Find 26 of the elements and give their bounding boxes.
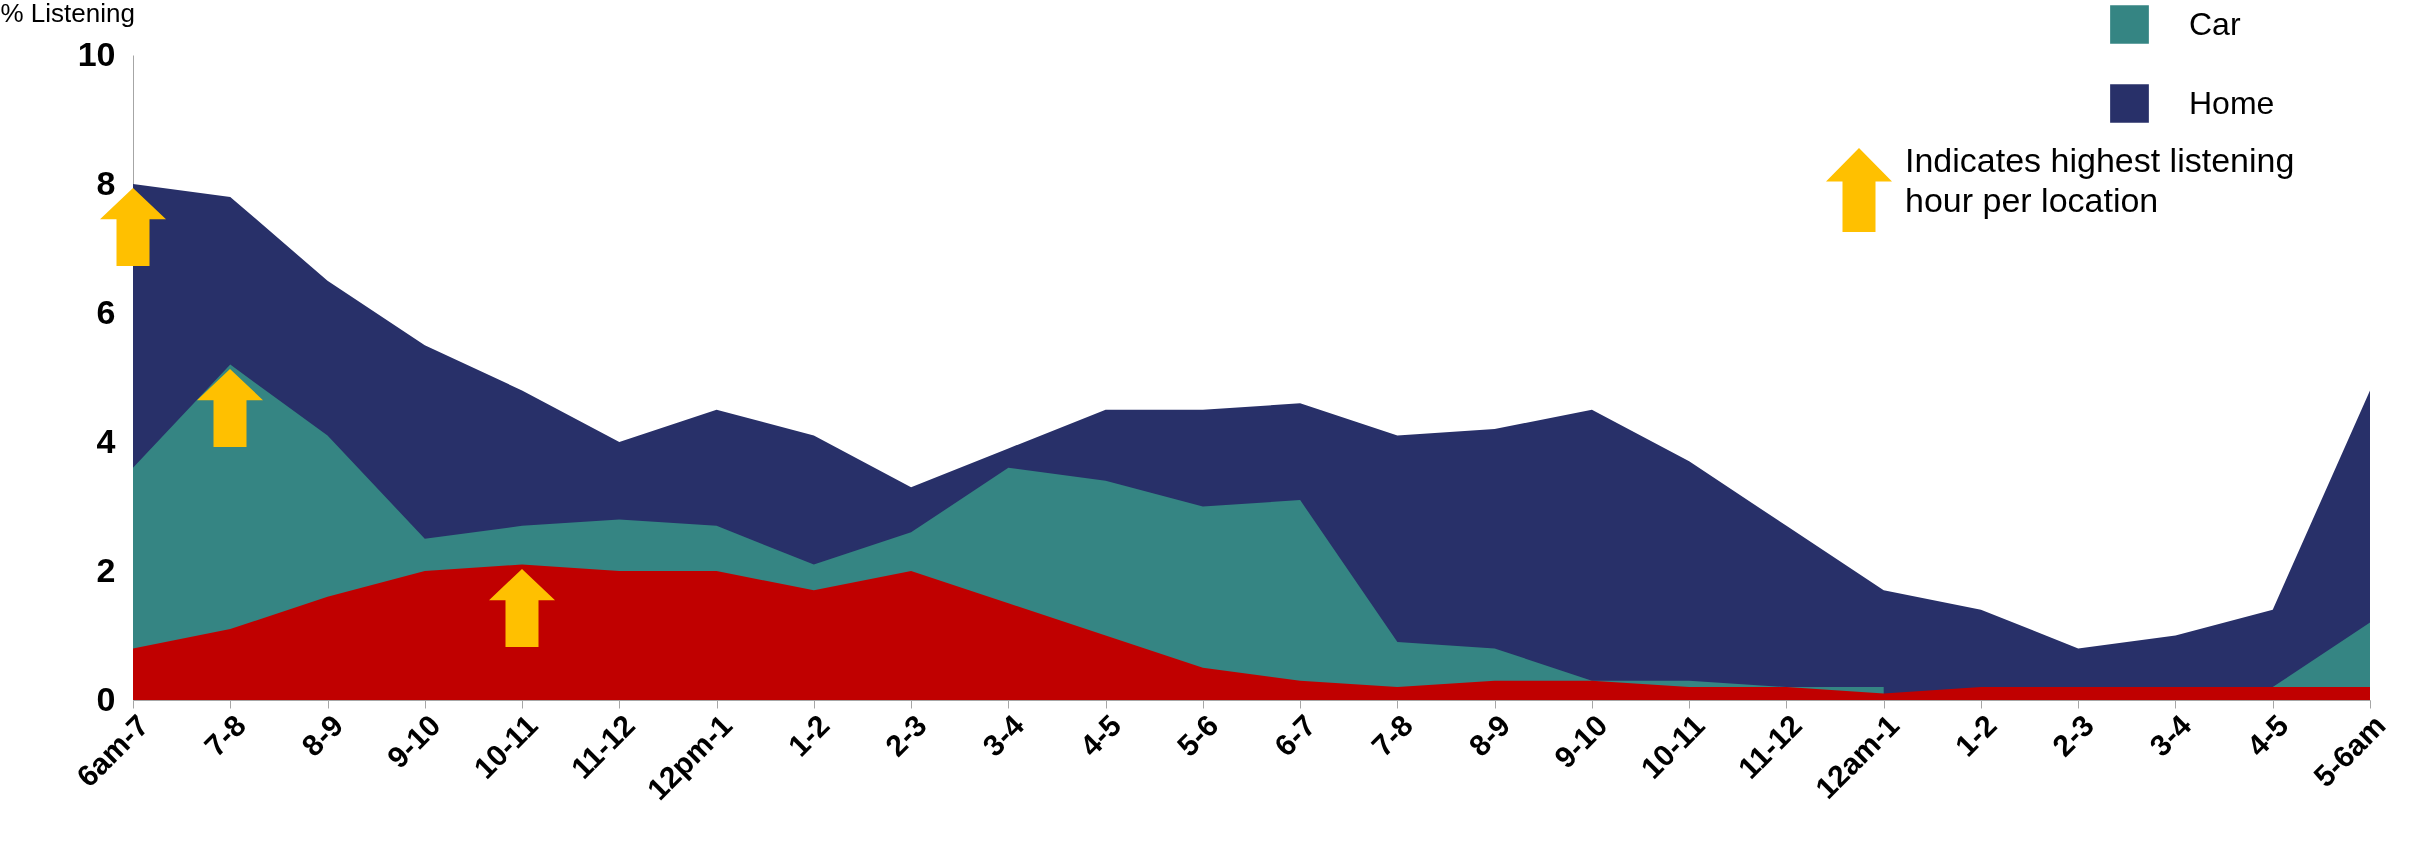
- x-tick-label: 6-7: [1267, 708, 1322, 763]
- x-tick-label: 8-9: [295, 708, 350, 763]
- x-tick-label: 2-3: [2045, 708, 2100, 763]
- x-tick-label: 3-4: [976, 708, 1031, 763]
- x-tick-label: 9-10: [1547, 708, 1614, 775]
- y-tick-label: 2: [96, 550, 116, 589]
- x-tick-label: 5-6: [1170, 708, 1225, 763]
- x-tick-label: 7-8: [197, 708, 252, 763]
- x-tick-label: 1-2: [1948, 708, 2003, 763]
- x-tick-label: 8-9: [1462, 708, 1517, 763]
- x-tick-label: 7-8: [1365, 708, 1420, 763]
- y-tick-label: 8: [96, 163, 116, 202]
- y-tick-label: 10: [77, 34, 116, 73]
- x-tick-label: 4-5: [1073, 708, 1128, 763]
- x-tick-label: 1-2: [781, 708, 836, 763]
- x-tick-label: 2-3: [878, 708, 933, 763]
- y-tick-label: 0: [96, 679, 116, 718]
- legend-label: Home: [2189, 84, 2275, 121]
- x-tick-label: 9-10: [380, 708, 447, 775]
- y-axis-title: % Listening: [0, 0, 135, 28]
- y-tick-label: 4: [96, 421, 116, 460]
- legend-label: Car: [2189, 5, 2241, 42]
- y-tick-label: 6: [96, 292, 116, 331]
- x-tick-label: 4-5: [2240, 708, 2295, 763]
- x-tick-label: 3-4: [2143, 708, 2198, 763]
- annotation: Indicates highest listening hour per location: [1905, 140, 2296, 220]
